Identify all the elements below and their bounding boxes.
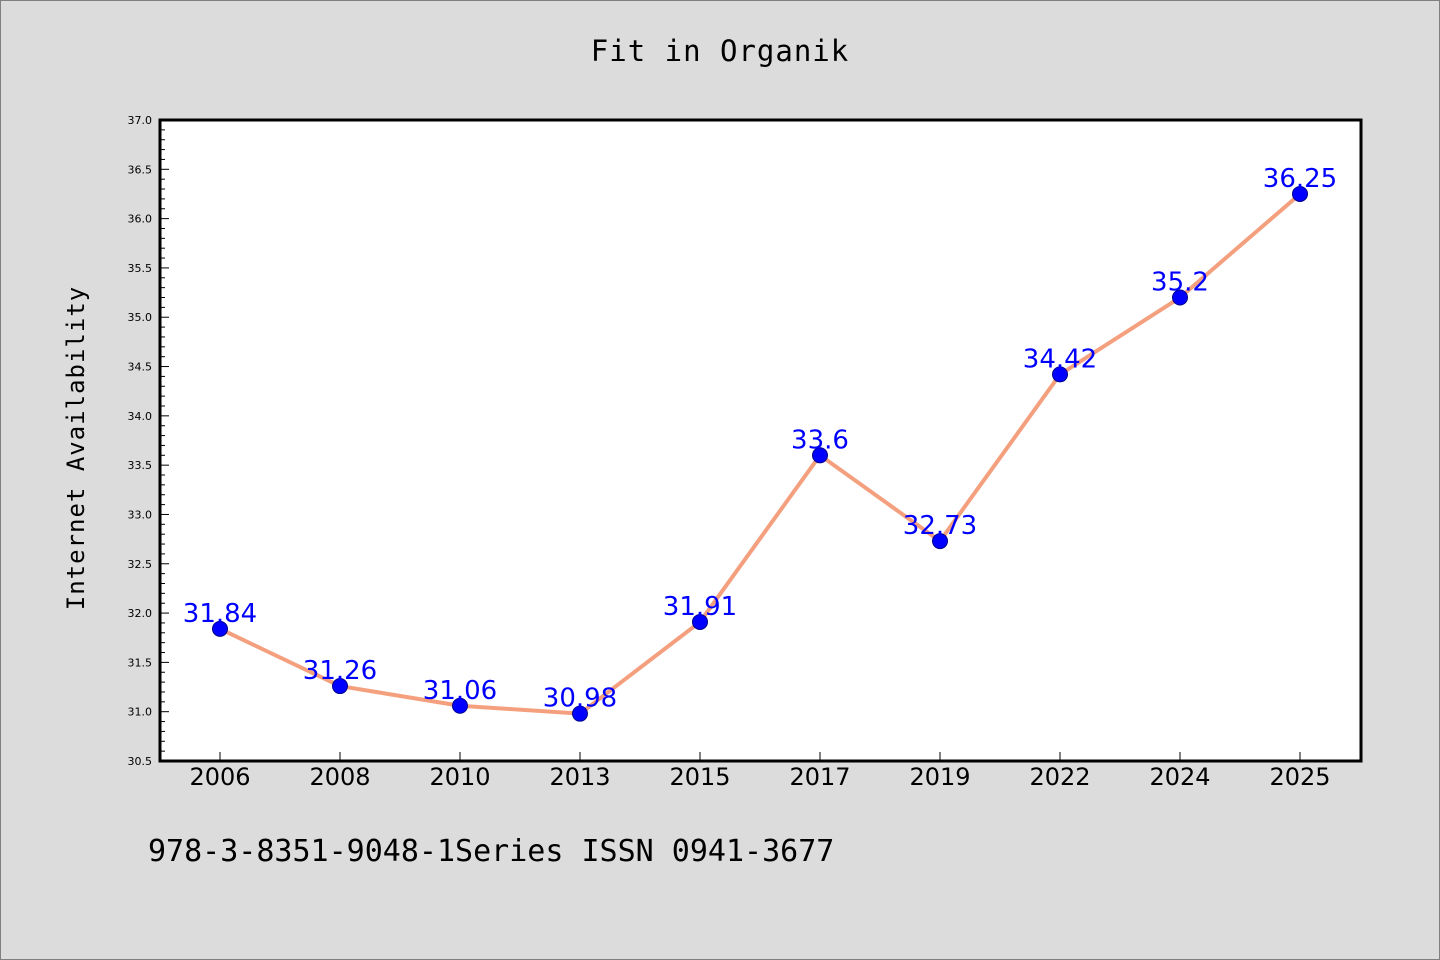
y-tick-label: 35.5 xyxy=(128,262,153,275)
y-tick-label: 33.5 xyxy=(128,459,153,472)
data-point xyxy=(692,613,708,630)
x-tick-label: 2022 xyxy=(1029,763,1090,791)
data-label: 34.42 xyxy=(1023,344,1097,374)
x-tick-label: 2015 xyxy=(669,763,730,791)
x-tick-label: 2017 xyxy=(789,763,850,791)
y-tick-label: 31.5 xyxy=(128,656,153,669)
y-tick-label: 31.0 xyxy=(128,706,153,719)
data-point xyxy=(572,705,588,722)
y-tick-label: 32.0 xyxy=(128,607,153,620)
y-tick-label: 34.0 xyxy=(128,410,153,423)
y-tick-label: 37.0 xyxy=(128,114,153,127)
data-point xyxy=(452,697,468,714)
data-label: 32.73 xyxy=(903,511,977,541)
data-point xyxy=(1292,185,1308,202)
data-label: 33.6 xyxy=(791,425,849,455)
y-tick-label: 34.5 xyxy=(128,361,153,374)
y-tick-label: 30.5 xyxy=(128,755,153,768)
x-tick-label: 2024 xyxy=(1149,763,1210,791)
chart-title: Fit in Organik xyxy=(590,34,850,68)
y-tick-label: 36.0 xyxy=(128,213,153,226)
data-point xyxy=(812,447,828,464)
series-line xyxy=(218,191,1302,716)
series-layer: 31.84 31.26 31.06 30.98 31.91 33.6 32.73 34.42 3… xyxy=(183,164,1337,722)
data-label: 31.26 xyxy=(303,656,377,686)
x-tick-label: 2025 xyxy=(1269,763,1330,791)
data-point xyxy=(212,620,228,637)
x-tick-label: 2019 xyxy=(909,763,970,791)
y-tick-label: 32.5 xyxy=(128,558,153,571)
plot-area xyxy=(160,120,1361,761)
data-point xyxy=(332,678,348,695)
x-tick-label: 2006 xyxy=(189,763,250,791)
data-point xyxy=(1052,366,1068,383)
x-tick-label: 2013 xyxy=(549,763,610,791)
data-point xyxy=(1172,289,1188,306)
x-axis: 2006 2008 2010 2013 2015 2017 2019 2022 2024 2025 xyxy=(189,752,1331,791)
footer-note: 978-3-8351-9048-1Series ISSN 0941-3677 xyxy=(148,834,835,869)
data-label: 30.98 xyxy=(543,684,617,714)
y-tick-label: 35.0 xyxy=(128,311,153,324)
data-label: 36.25 xyxy=(1263,164,1337,194)
data-point xyxy=(932,533,948,550)
y-tick-label: 36.5 xyxy=(128,163,153,176)
y-tick-label: 33.0 xyxy=(128,508,153,521)
data-label: 35.2 xyxy=(1151,268,1209,298)
data-label: 31.91 xyxy=(663,592,737,622)
x-tick-label: 2008 xyxy=(309,763,370,791)
data-label: 31.84 xyxy=(183,599,257,629)
x-tick-label: 2010 xyxy=(429,763,490,791)
plot-border xyxy=(158,118,1363,763)
data-label: 31.06 xyxy=(423,676,497,706)
